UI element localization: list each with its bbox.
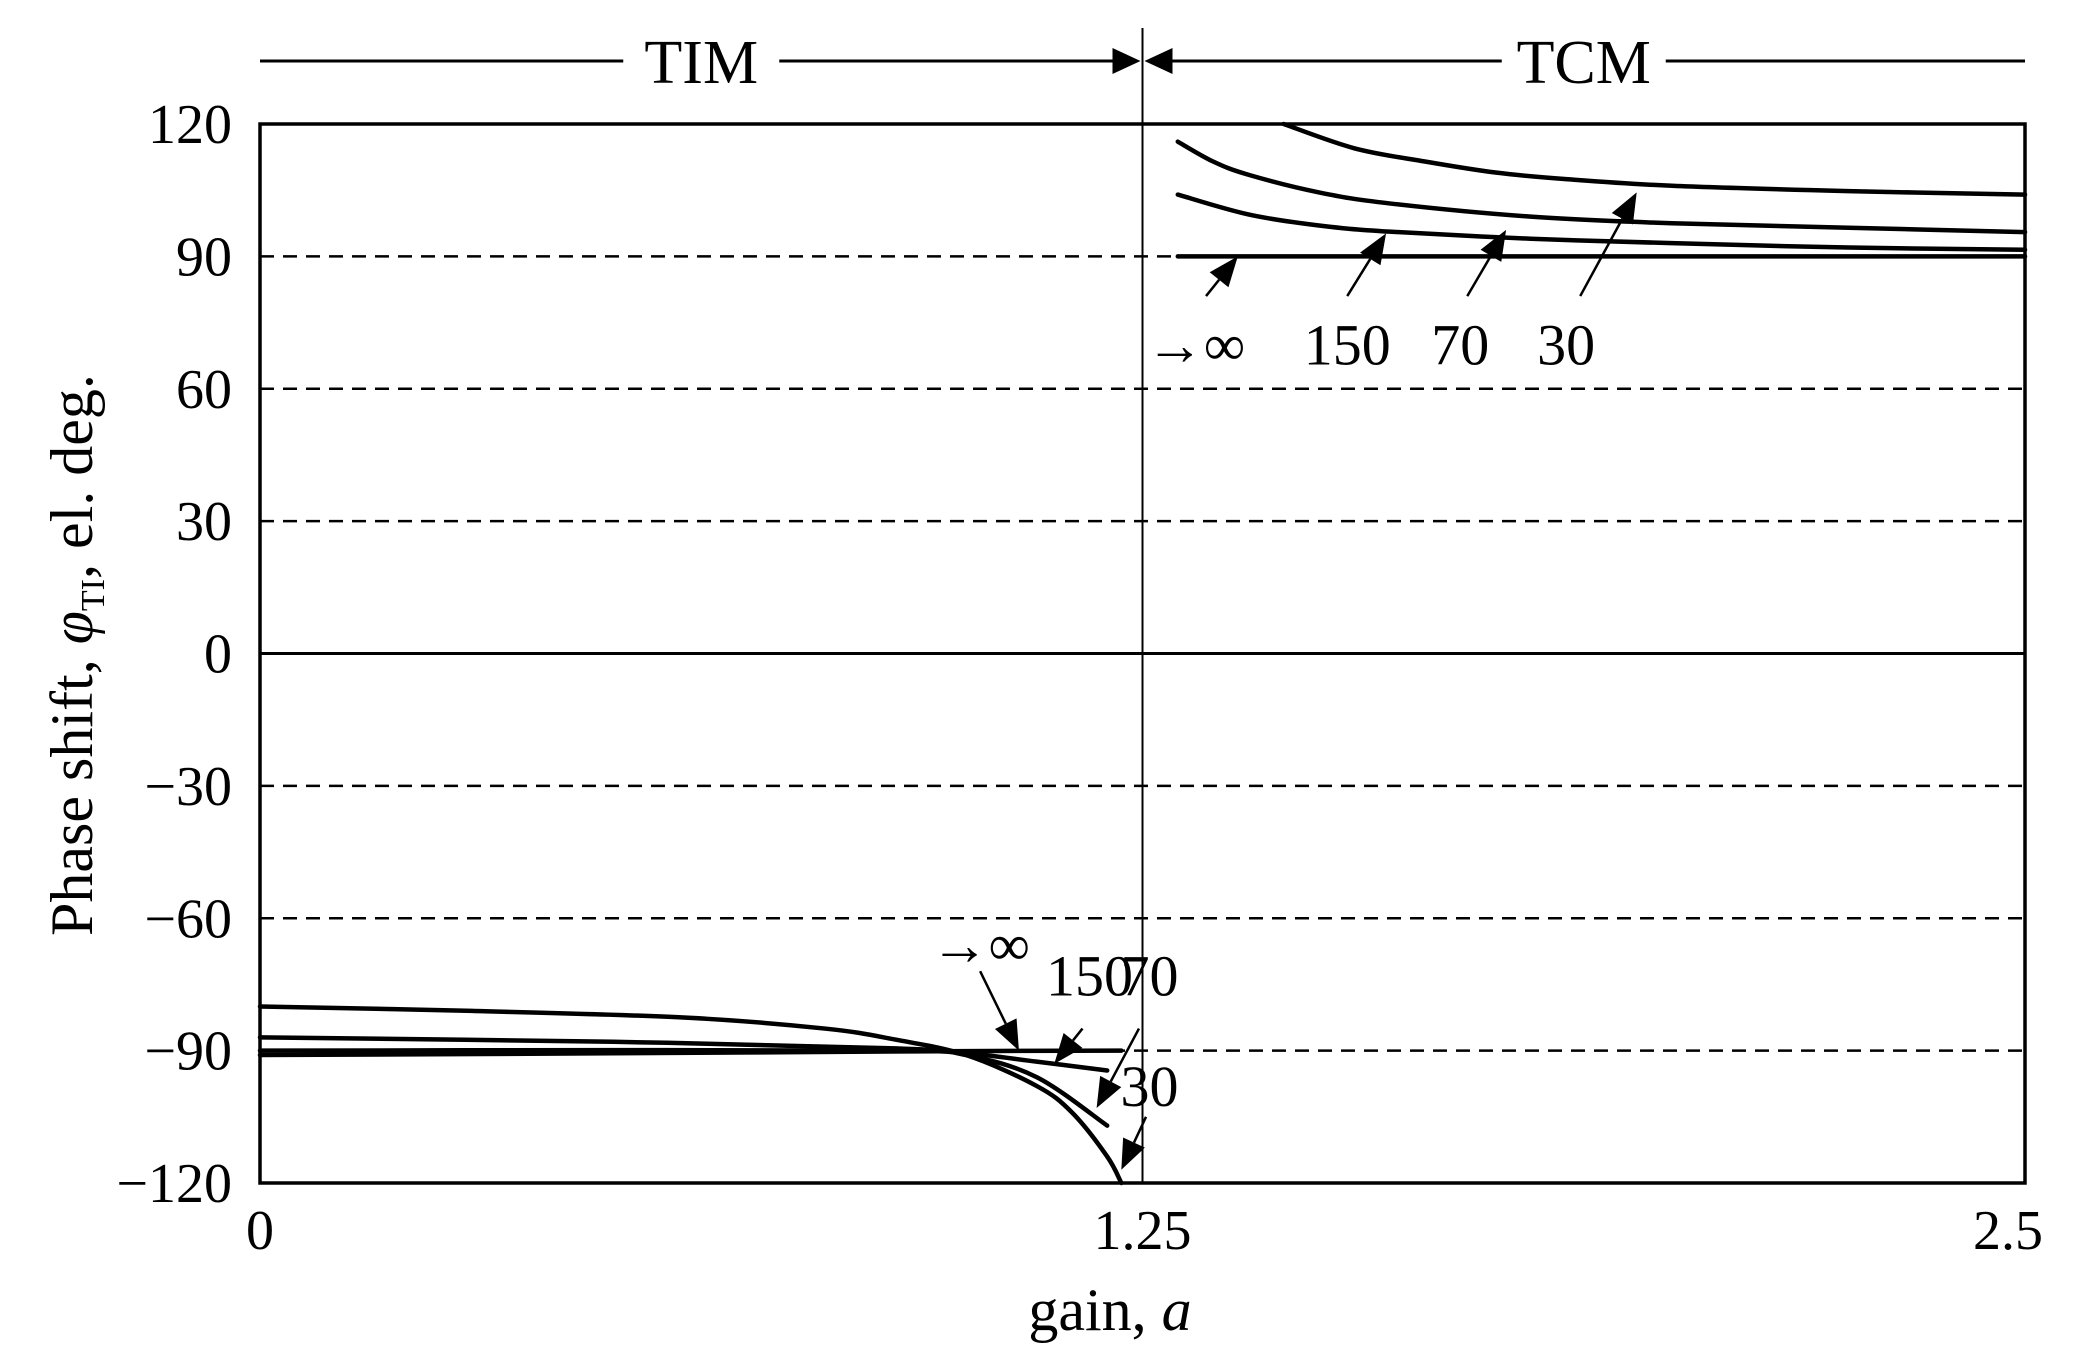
annotation-arrowhead-tim-70-label [1096,1075,1122,1108]
annotation-arrow-tim-inf-label [978,970,1007,1025]
tcm-arrowhead [1144,48,1173,74]
series-line-tim-30 [257,1004,1124,1186]
y-tick-label: 120 [148,94,232,156]
annotation-arrow-tcm-inf-label [1205,279,1221,297]
y-tick-label: 90 [176,226,232,288]
series-line-tim-150 [257,1047,1110,1073]
annotation-label-tcm-70-label: 70 [1431,313,1489,378]
annotation-arrowhead-tim-30-label [1121,1137,1145,1170]
series-line-tim-70 [257,1035,1110,1128]
y-tick-label: −30 [144,756,232,818]
annotation-label-tim-inf-label: →∞ [930,913,1029,978]
plot-frame [258,28,2027,1185]
annotation-label-tcm-30-label: 30 [1537,313,1595,378]
x-axis-label: gain, a [1028,1277,1191,1343]
annotation-arrowhead-tcm-70-label [1480,229,1507,262]
y-tick-label: −60 [144,888,232,950]
annotation-arrowhead-tcm-150-label [1360,233,1387,266]
tick-labels: −120 −90 −60 −30 0 30 60 90 120 0 1.25 2.5 [116,94,2043,1262]
annotation-label-tim-70-label: 70 [1121,944,1179,1009]
annotation-arrow-tim-30-label [1132,1116,1148,1144]
y-tick-label: 60 [176,359,232,421]
tim-arrowhead [1112,48,1141,74]
annotation-label-tim-150-label: 150 [1046,944,1133,1009]
y-tick-label: −90 [144,1021,232,1083]
annotation-arrowhead-tim-150-label [1054,1032,1083,1064]
annotation-arrow-tcm-70-label [1466,255,1492,297]
series-line-tcm-70 [1175,139,2028,235]
annotation-arrow-tcm-30-label [1579,218,1624,297]
x-tick-label: 1.25 [1094,1200,1192,1262]
annotation-label-tim-30-label: 30 [1121,1054,1179,1119]
mode-label-tim: TIM [644,29,758,97]
annotation-arrow-tcm-150-label [1346,258,1372,297]
series-line-tcm-150 [1175,192,2028,253]
y-axis-label: Phase shift, φTI, el. deg. [39,374,112,936]
annotation-arrowhead-tcm-30-label [1611,192,1637,225]
annotation-arrow-tim-150-label [1072,1027,1084,1042]
mode-header: TIM TCM [260,29,2025,97]
annotation-label-tcm-inf-label: →∞ [1146,313,1245,378]
y-tick-label: −120 [116,1153,232,1215]
x-tick-label: 2.5 [1973,1200,2043,1262]
annotation-arrowhead-tim-inf-label [994,1018,1019,1051]
series-line-tcm-30 [1281,121,2028,197]
x-tick-label: 0 [246,1200,274,1262]
y-tick-label: 30 [176,491,232,553]
annotation-label-tcm-150-label: 150 [1304,313,1391,378]
annotation-arrow-tim-70-label [1109,1027,1141,1083]
annotation-arrowhead-tcm-inf-label [1209,256,1238,288]
mode-label-tcm: TCM [1517,29,1651,97]
y-tick-label: 0 [204,624,232,686]
